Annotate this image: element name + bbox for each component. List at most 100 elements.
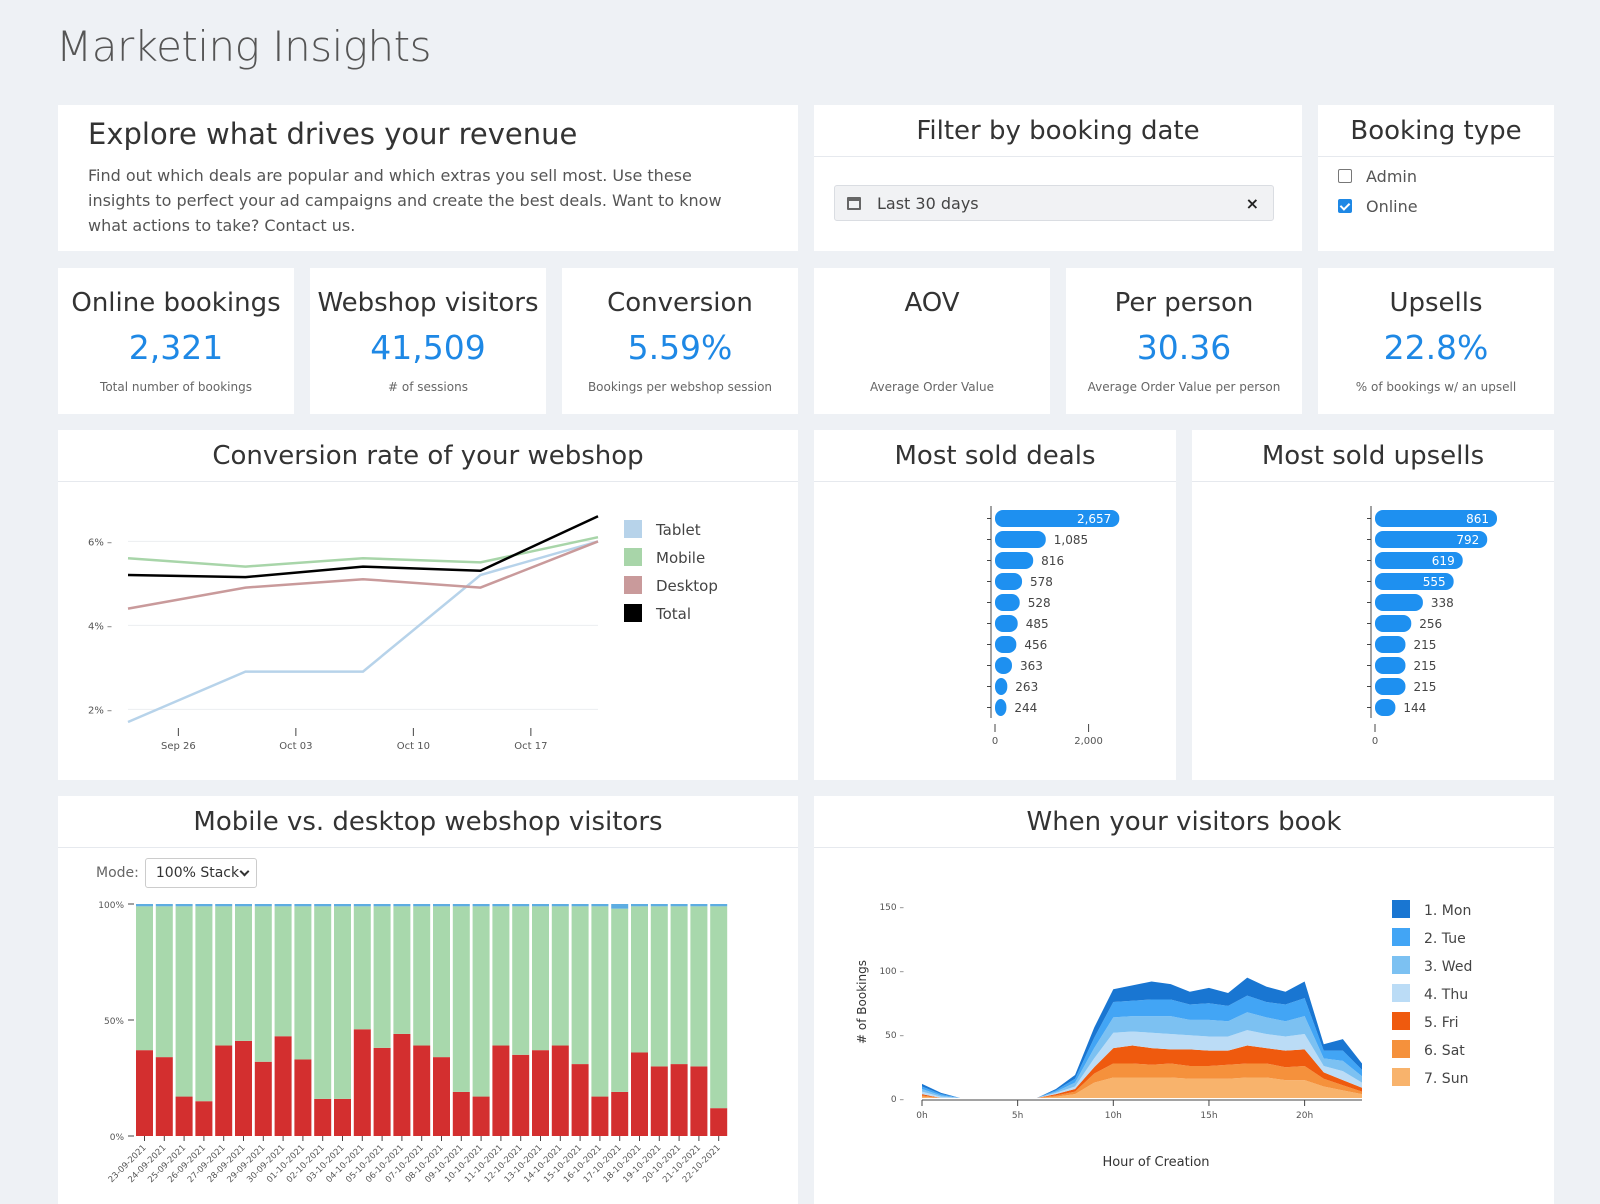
date-filter-card: Filter by booking date Last 30 days × <box>814 105 1302 251</box>
bar-value-label: 244 <box>1014 701 1037 715</box>
bar <box>995 657 1012 674</box>
legend-swatch <box>624 576 642 594</box>
bar-segment-tablet <box>314 904 332 907</box>
kpi-title: Per person <box>1114 288 1254 318</box>
bar-segment-mobile <box>373 906 391 1048</box>
bar-segment-mobile <box>650 906 668 1067</box>
bar-value-label: 256 <box>1419 617 1442 631</box>
conversion-line-chart[interactable]: 2% – 4% – 6% – Sep 26 Oct 03 Oct 10 Oct 17 Tabl… <box>58 482 798 780</box>
bar-value-label: 2,657 <box>1077 512 1111 526</box>
bar-segment-desktop <box>334 1098 351 1136</box>
bar <box>1375 615 1412 632</box>
bar-segment-desktop <box>492 1045 510 1136</box>
legend-swatch <box>1392 956 1410 974</box>
bar-segment-desktop <box>373 1047 391 1136</box>
kpi-subtitle: Average Order Value per person <box>1087 380 1281 394</box>
series-line-tablet <box>127 540 599 724</box>
area-wed <box>922 1012 1362 1098</box>
bar <box>995 573 1023 590</box>
online-checkbox[interactable] <box>1338 199 1352 213</box>
bar-segment-tablet <box>472 904 490 907</box>
deals-chart-title: Most sold deals <box>814 430 1176 482</box>
conversion-chart-card: Conversion rate of your webshop 2% – 4% –… <box>58 430 798 780</box>
x-tick-label: 0h <box>916 1111 927 1121</box>
bar-segment-desktop <box>393 1033 411 1136</box>
bar-segment-mobile <box>472 906 490 1097</box>
kpi-upsells: Upsells 22.8% % of bookings w/ an upsell <box>1318 268 1554 414</box>
area-tue <box>922 995 1362 1098</box>
bar-segment-tablet <box>611 904 629 909</box>
bar-segment-mobile <box>393 906 411 1034</box>
bar-segment-tablet <box>670 904 688 907</box>
bar-segment-mobile <box>690 906 708 1067</box>
bar-segment-tablet <box>393 904 411 907</box>
mode-label: Mode: <box>96 865 139 881</box>
device-stacked-bar-chart[interactable]: 100%50%0%23-09-202124-09-202125-09-20212… <box>58 848 798 1204</box>
bar-segment-mobile <box>314 906 332 1099</box>
x-tick-label: Oct 03 <box>279 741 312 752</box>
date-range-value: Last 30 days <box>877 193 979 213</box>
bar-segment-desktop <box>452 1091 470 1136</box>
kpi-per-person: Per person 30.36 Average Order Value per… <box>1066 268 1302 414</box>
bar-segment-tablet <box>334 904 351 907</box>
legend-label: Total <box>655 605 691 623</box>
bar-segment-desktop <box>591 1096 609 1136</box>
bar-segment-tablet <box>136 904 153 907</box>
y-tick-label: 100% <box>98 901 124 911</box>
bar <box>995 531 1046 548</box>
legend-label: 1. Mon <box>1424 903 1471 919</box>
bar-value-label: 363 <box>1020 659 1043 673</box>
bar <box>995 510 1120 527</box>
mode-select[interactable]: 100% Stack <box>144 858 257 888</box>
booking-time-area-chart[interactable]: 0 – 50 – 100 – 150 – 0h 5h 10h 15h 20h Hour of Cr… <box>814 848 1554 1204</box>
bar-segment-desktop <box>571 1064 589 1136</box>
x-axis-label: Hour of Creation <box>1102 1155 1209 1170</box>
bar-segment-desktop <box>611 1091 629 1136</box>
bar <box>995 552 1034 569</box>
bar-segment-desktop <box>631 1052 648 1136</box>
x-tick-label: 20h <box>1296 1111 1313 1121</box>
legend-swatch <box>624 548 642 566</box>
intro-title: Explore what drives your revenue <box>88 117 578 151</box>
legend-swatch <box>624 520 642 538</box>
kpi-subtitle: Average Order Value <box>870 380 994 394</box>
clear-icon[interactable]: × <box>1245 193 1259 213</box>
legend-label: 4. Thu <box>1424 987 1468 1003</box>
booking-type-admin[interactable]: Admin <box>1338 161 1554 191</box>
bar-value-label: 555 <box>1423 575 1446 589</box>
kpi-value: 30.36 <box>1136 328 1232 367</box>
admin-checkbox[interactable] <box>1338 169 1352 183</box>
bar-value-label: 456 <box>1024 638 1047 652</box>
date-filter-title: Filter by booking date <box>814 105 1302 157</box>
bar-segment-mobile <box>591 906 609 1097</box>
x-tick-label: Oct 10 <box>397 741 430 752</box>
kpi-value: 22.8% <box>1383 328 1489 367</box>
bar-segment-mobile <box>433 906 450 1058</box>
booking-type-online[interactable]: Online <box>1338 191 1554 221</box>
bar-value-label: 215 <box>1413 680 1436 694</box>
y-axis-label: # of Bookings <box>855 960 869 1044</box>
bar-segment-tablet <box>591 904 609 907</box>
bar-segment-desktop <box>215 1045 233 1136</box>
mode-control: Mode: 100% Stack <box>96 858 257 888</box>
bar-segment-mobile <box>571 906 589 1065</box>
bar-value-label: 1,085 <box>1054 533 1088 547</box>
date-range-picker[interactable]: Last 30 days × <box>834 185 1274 221</box>
deals-chart-card: Most sold deals 2,657 1,085 816 578 528 485 45… <box>814 430 1176 780</box>
bar <box>1375 510 1497 527</box>
intro-text: Find out which deals are popular and whi… <box>88 166 722 235</box>
deals-bar-chart[interactable]: 2,657 1,085 816 578 528 485 456 363 263 244 0 2,000 <box>814 482 1176 780</box>
bar-segment-tablet <box>195 904 213 907</box>
bar-segment-mobile <box>136 906 153 1051</box>
bar <box>1375 552 1463 569</box>
bar-segment-desktop <box>195 1101 213 1136</box>
bar-value-label: 861 <box>1466 512 1489 526</box>
x-tick-label: Oct 17 <box>514 741 547 752</box>
bar-segment-tablet <box>551 904 569 907</box>
y-tick-label: 0 – <box>891 1095 905 1105</box>
legend-swatch <box>1392 1068 1410 1086</box>
bar-segment-desktop <box>136 1050 153 1136</box>
kpi-online-bookings: Online bookings 2,321 Total number of bo… <box>58 268 294 414</box>
bar-segment-mobile <box>334 906 351 1099</box>
